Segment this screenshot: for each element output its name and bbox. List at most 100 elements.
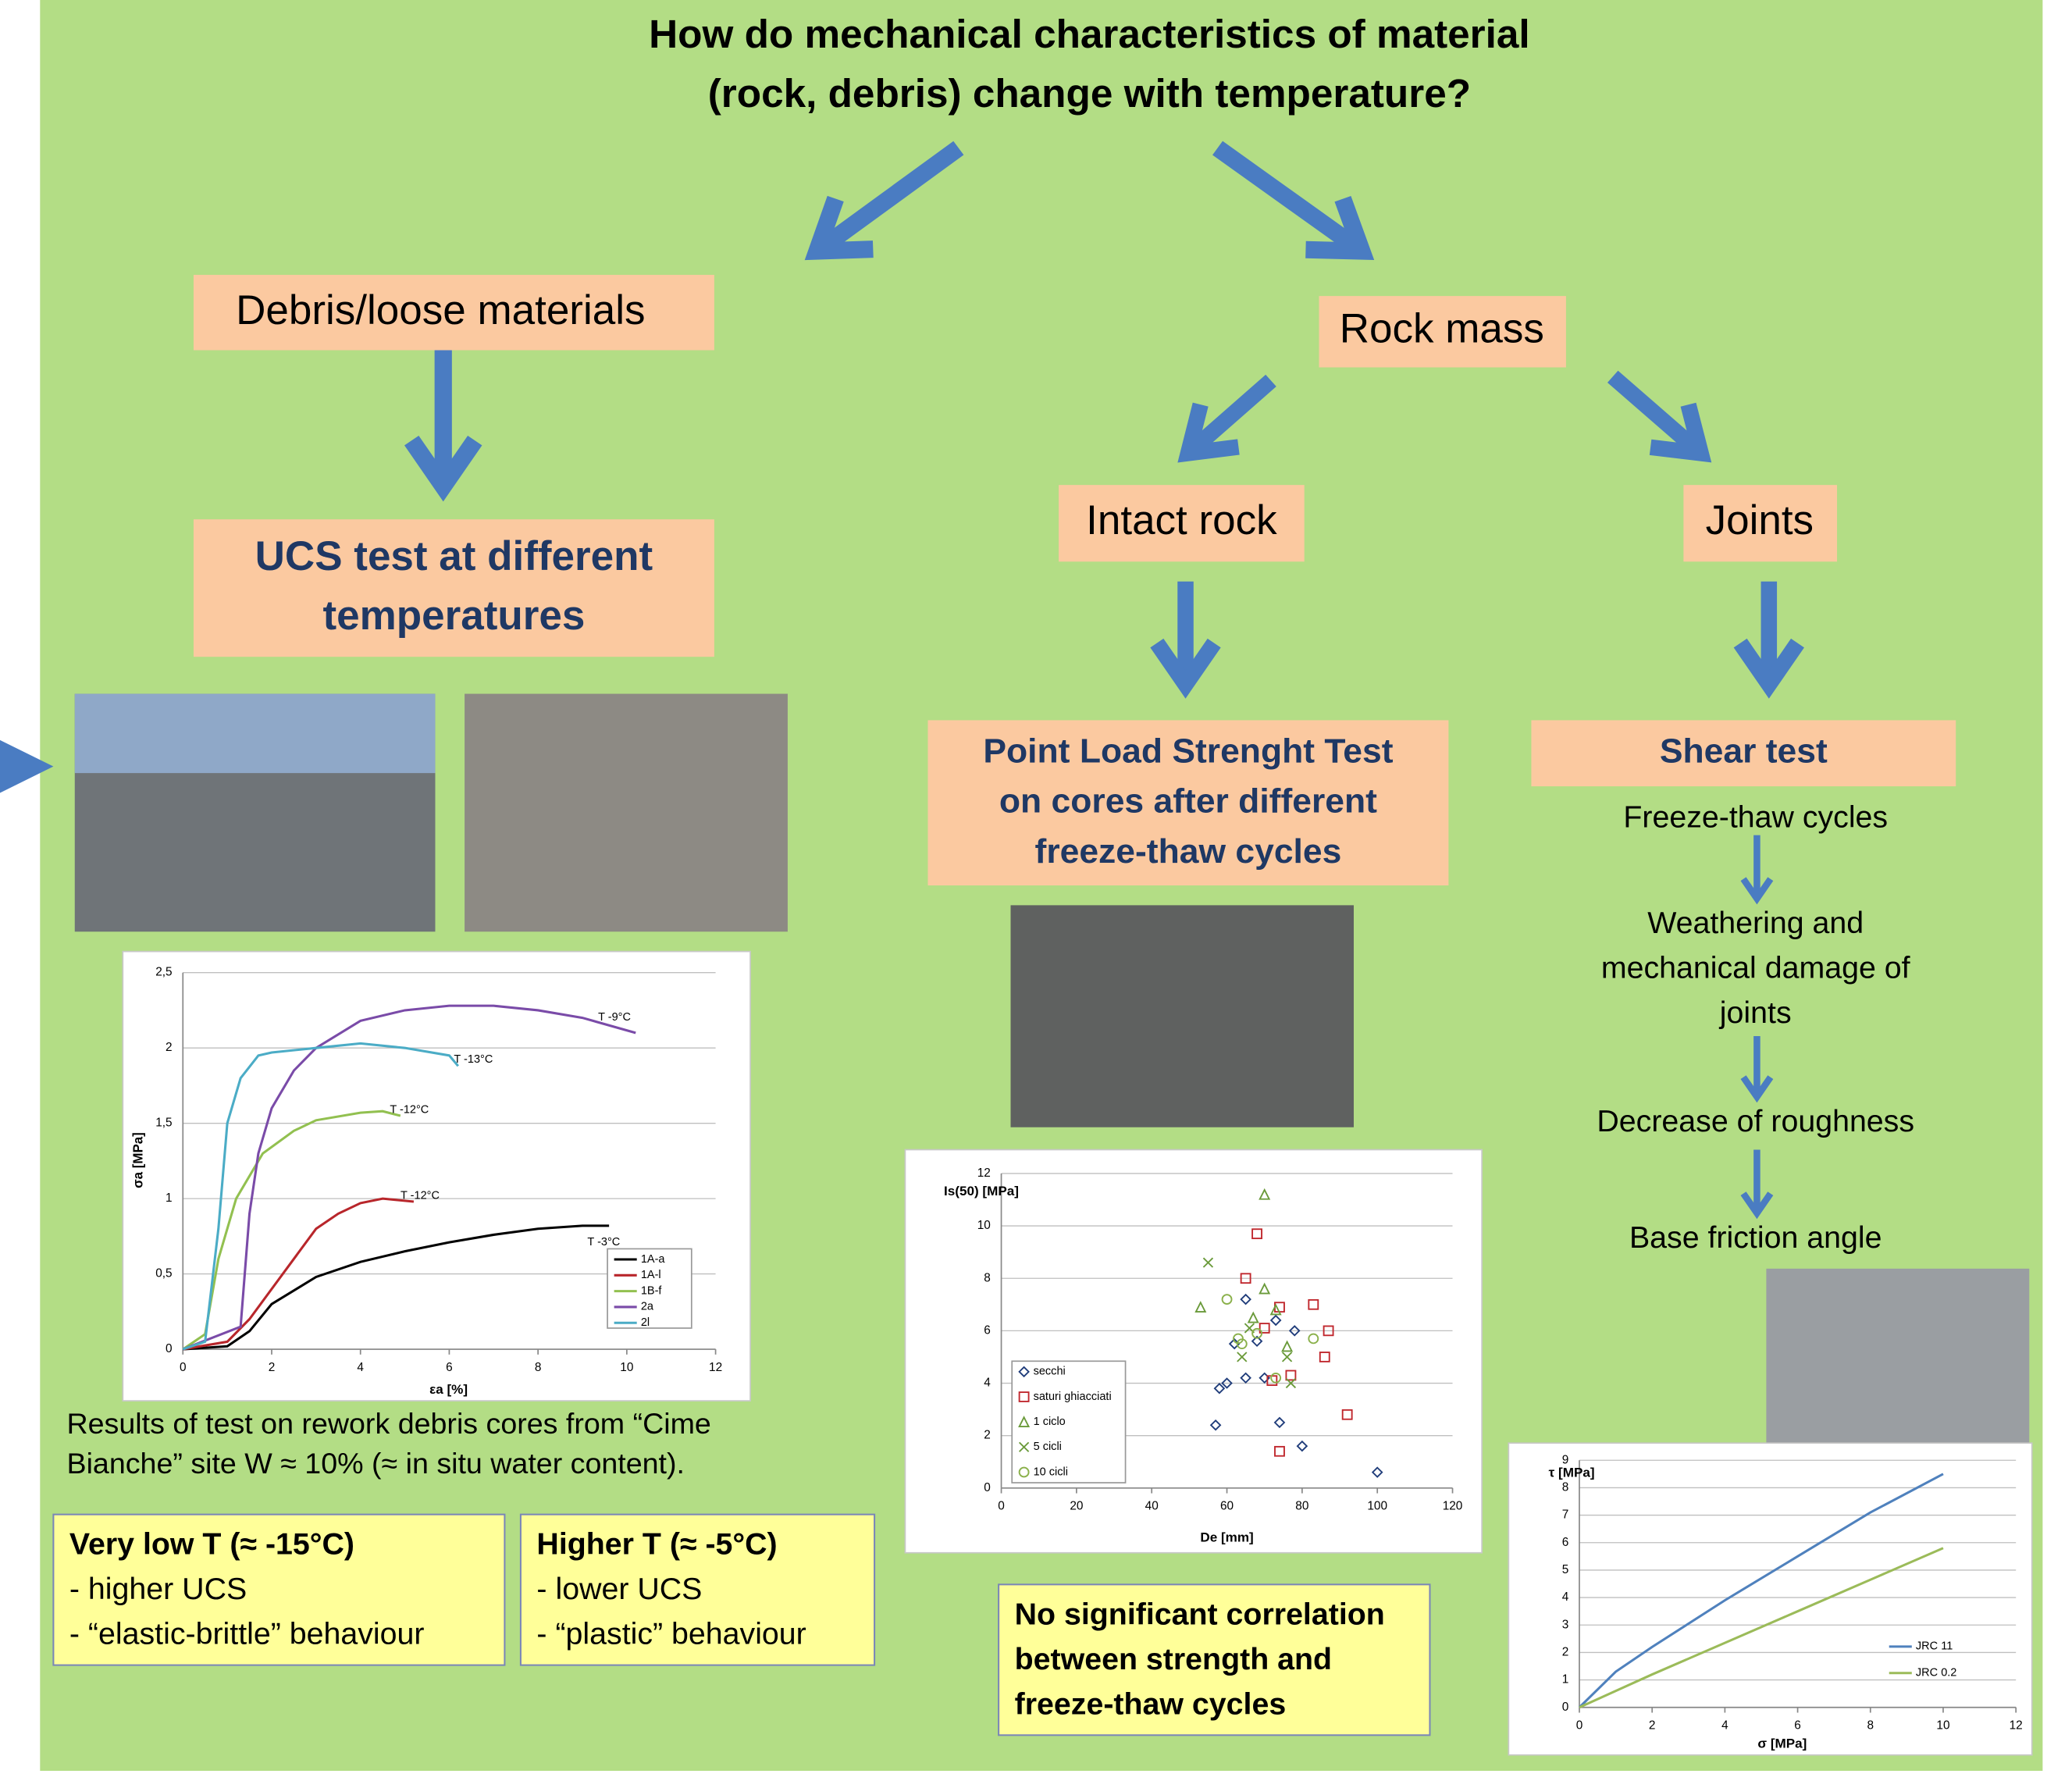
y-axis-label: σa [MPa] — [130, 1132, 145, 1188]
x-tick-label: 12 — [2010, 1719, 2023, 1733]
x-tick-label: 10 — [620, 1361, 633, 1374]
y-tick-label: 12 — [977, 1166, 991, 1180]
legend-label: 1A-l — [641, 1269, 661, 1281]
legend-label: JRC 0.2 — [1916, 1667, 1956, 1679]
y-tick-label: 1 — [166, 1191, 173, 1205]
conclusion: freeze-thaw cycles — [1015, 1688, 1287, 1722]
legend-label: 2a — [641, 1301, 654, 1313]
chart-frame — [123, 952, 750, 1401]
label: Shear test — [1660, 732, 1828, 771]
note-item: - “plastic” behaviour — [536, 1618, 806, 1651]
y-tick-label: 8 — [1562, 1481, 1569, 1494]
x-axis-label: De [mm] — [1200, 1530, 1253, 1545]
x-tick-label: 120 — [1443, 1500, 1463, 1513]
legend-label: saturi ghiacciati — [1034, 1391, 1112, 1403]
note-heading: Higher T (≈ -5°C) — [536, 1528, 777, 1562]
y-tick-label: 4 — [984, 1377, 991, 1390]
photo-sky — [75, 694, 436, 774]
caption: Results of test on rework debris cores f… — [67, 1407, 711, 1440]
x-tick-label: 2 — [1649, 1719, 1656, 1733]
label: Decrease of roughness — [1597, 1105, 1914, 1138]
y-tick-label: 0 — [1562, 1701, 1569, 1714]
x-tick-label: 10 — [1936, 1719, 1949, 1733]
y-tick-label: 1,5 — [155, 1117, 172, 1130]
photo-shear-machine — [1766, 1269, 2029, 1463]
x-tick-label: 6 — [446, 1361, 453, 1374]
y-tick-label: 0,5 — [155, 1267, 172, 1280]
y-tick-label: 2 — [984, 1429, 991, 1442]
legend-label: 1 ciclo — [1034, 1416, 1066, 1428]
label: Point Load Strenght Test — [983, 732, 1393, 771]
chart-frame — [1508, 1443, 2031, 1754]
legend-label: 1A-a — [641, 1253, 666, 1266]
x-tick-label: 40 — [1145, 1500, 1159, 1513]
label: joints — [1719, 996, 1792, 1030]
annotation: T -13°C — [454, 1053, 493, 1066]
note-item: - “elastic-brittle” behaviour — [69, 1618, 425, 1651]
label: freeze-thaw cycles — [1035, 832, 1342, 871]
legend-label: secchi — [1034, 1366, 1066, 1378]
conclusion: between strength and — [1015, 1643, 1332, 1676]
y-tick-label: 6 — [984, 1323, 991, 1337]
photo-core-sample — [465, 694, 788, 932]
y-tick-label: 2 — [1562, 1646, 1569, 1659]
x-tick-label: 0 — [180, 1361, 187, 1374]
y-tick-label: 8 — [984, 1271, 991, 1284]
legend-label: 1B-f — [641, 1284, 663, 1297]
label: Base friction angle — [1629, 1221, 1882, 1255]
label: Debris/loose materials — [236, 287, 645, 333]
x-tick-label: 80 — [1295, 1500, 1308, 1513]
y-tick-label: 0 — [984, 1481, 991, 1494]
label: mechanical damage of — [1601, 952, 1910, 985]
conclusion: No significant correlation — [1015, 1597, 1385, 1631]
title: How do mechanical characteristics of mat… — [649, 12, 1530, 56]
x-tick-label: 6 — [1794, 1719, 1801, 1733]
title: (rock, debris) change with temperature? — [708, 71, 1471, 116]
x-tick-label: 4 — [357, 1361, 364, 1374]
annotation: T -12°C — [401, 1190, 440, 1202]
label: Intact rock — [1086, 497, 1277, 543]
x-tick-label: 2 — [269, 1361, 276, 1374]
y-tick-label: 7 — [1562, 1508, 1569, 1522]
note-heading: Very low T (≈ -15°C) — [69, 1528, 354, 1562]
label: Rock mass — [1340, 306, 1544, 352]
legend-label: JRC 11 — [1916, 1640, 1953, 1653]
x-tick-label: 8 — [1867, 1719, 1874, 1733]
label: Weathering and — [1647, 906, 1864, 940]
y-tick-label: 2 — [166, 1041, 173, 1054]
poster: How do mechanical characteristics of mat… — [0, 0, 2072, 1788]
legend-box — [1012, 1361, 1125, 1483]
legend-label: 10 cicli — [1034, 1466, 1068, 1478]
x-tick-label: 60 — [1220, 1500, 1234, 1513]
chart-frame — [905, 1150, 1482, 1553]
x-tick-label: 20 — [1070, 1500, 1083, 1513]
caption: Bianche” site W ≈ 10% (≈ in situ water c… — [67, 1447, 685, 1480]
y-tick-label: 1 — [1562, 1673, 1569, 1686]
note-item: - higher UCS — [69, 1573, 247, 1606]
x-tick-label: 0 — [1576, 1719, 1583, 1733]
y-tick-label: 5 — [1562, 1563, 1569, 1576]
label: on cores after different — [999, 782, 1377, 821]
y-tick-label: 6 — [1562, 1536, 1569, 1549]
x-tick-label: 0 — [998, 1500, 1005, 1513]
annotation: T -3°C — [587, 1236, 620, 1248]
label: temperatures — [322, 593, 585, 639]
label: Freeze-thaw cycles — [1623, 801, 1888, 835]
annotation: T -9°C — [598, 1011, 631, 1024]
legend-label: 2l — [641, 1316, 650, 1329]
y-tick-label: 4 — [1562, 1590, 1569, 1604]
label: UCS test at different — [255, 533, 653, 579]
y-tick-label: 3 — [1562, 1618, 1569, 1631]
label: Joints — [1706, 497, 1814, 543]
x-axis-label: σ [MPa] — [1757, 1736, 1807, 1751]
x-tick-label: 8 — [535, 1361, 542, 1374]
x-tick-label: 100 — [1367, 1500, 1387, 1513]
y-tick-label: 0 — [166, 1342, 173, 1355]
y-tick-label: 9 — [1562, 1453, 1569, 1466]
legend-label: 5 cicli — [1034, 1441, 1062, 1453]
y-tick-label: 2,5 — [155, 966, 172, 979]
y-axis-label: Is(50) [MPa] — [944, 1184, 1019, 1199]
note-item: - lower UCS — [536, 1573, 702, 1606]
annotation: T -12°C — [390, 1104, 429, 1117]
x-tick-label: 12 — [709, 1361, 722, 1374]
